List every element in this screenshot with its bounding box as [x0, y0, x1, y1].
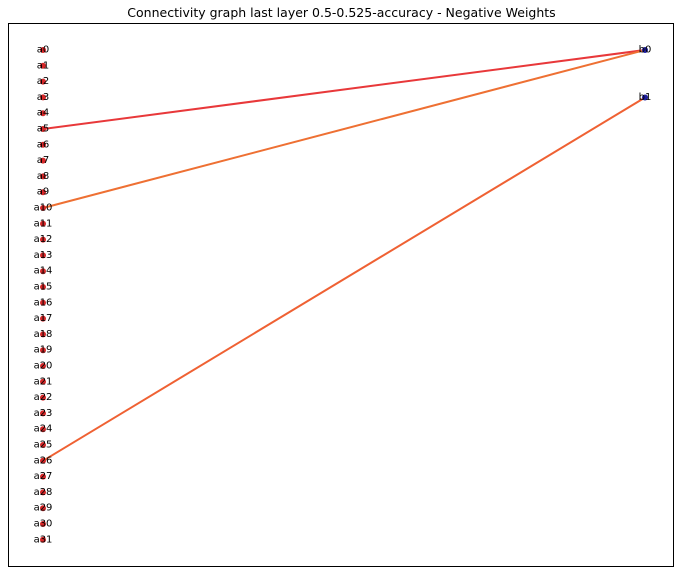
node-a16 [40, 299, 46, 306]
node-a2 [40, 78, 46, 85]
edge-a5-b0 [42, 49, 646, 130]
nodes-layer [40, 47, 648, 543]
plot-frame [8, 23, 674, 567]
node-a24 [40, 426, 46, 433]
node-a31 [40, 536, 46, 543]
node-a14 [40, 268, 46, 275]
node-a22 [40, 394, 46, 401]
node-label-a14: a14 [34, 266, 53, 277]
edges-layer [42, 49, 646, 462]
chart-title: Connectivity graph last layer 0.5-0.525-… [127, 5, 556, 20]
node-a1 [40, 62, 46, 69]
node-b0 [642, 47, 648, 53]
node-label-a7: a7 [37, 155, 50, 166]
node-a21 [40, 378, 46, 385]
node-label-a30: a30 [34, 519, 53, 530]
node-label-a18: a18 [34, 329, 53, 340]
node-a27 [40, 473, 46, 480]
edge-a10-b0 [42, 49, 646, 209]
node-a18 [40, 331, 46, 338]
node-label-a6: a6 [37, 139, 50, 150]
node-a0 [40, 47, 46, 53]
node-label-a16: a16 [34, 297, 53, 308]
node-label-a15: a15 [34, 282, 53, 293]
node-label-a23: a23 [34, 408, 53, 419]
node-label-a1: a1 [37, 60, 50, 71]
labels-layer: a0 a1 a2 a3 a4 a5 a6 a7 a8 a9 a10 a11 a12 a13 a14 a15 a1… [34, 45, 652, 546]
node-label-a21: a21 [34, 376, 53, 387]
node-a13 [40, 252, 46, 259]
node-a10 [40, 205, 46, 211]
node-b1 [642, 94, 648, 101]
node-a26 [40, 457, 46, 464]
node-label-a10: a10 [34, 203, 53, 214]
node-a17 [40, 315, 46, 322]
node-label-a31: a31 [34, 534, 53, 545]
node-a23 [40, 410, 46, 417]
node-label-a8: a8 [37, 171, 50, 182]
node-label-a4: a4 [37, 108, 50, 119]
node-a12 [40, 236, 46, 243]
node-a5 [40, 126, 46, 132]
node-a8 [40, 173, 46, 180]
node-label-a26: a26 [34, 455, 53, 466]
node-a11 [40, 220, 46, 227]
node-label-a19: a19 [34, 345, 53, 356]
node-a20 [40, 363, 46, 369]
node-label-a9: a9 [37, 187, 50, 198]
node-label-a5: a5 [37, 124, 50, 135]
node-a4 [40, 110, 46, 117]
node-a3 [40, 94, 46, 101]
node-label-a25: a25 [34, 440, 53, 451]
node-label-a24: a24 [34, 424, 53, 435]
edge-a26-b1 [42, 96, 646, 462]
node-a7 [40, 157, 46, 164]
node-label-a20: a20 [34, 361, 53, 372]
node-a30 [40, 521, 46, 527]
node-label-a2: a2 [37, 76, 50, 87]
node-label-a0: a0 [37, 45, 50, 56]
node-label-a22: a22 [34, 392, 53, 403]
node-label-a3: a3 [37, 92, 50, 103]
node-label-a29: a29 [34, 503, 53, 514]
node-label-b1: b1 [639, 92, 652, 103]
node-label-a27: a27 [34, 471, 53, 482]
node-label-a13: a13 [34, 250, 53, 261]
node-a29 [40, 505, 46, 512]
node-label-b0: b0 [639, 45, 652, 56]
node-label-a12: a12 [34, 234, 53, 245]
node-a19 [40, 347, 46, 354]
node-a15 [40, 284, 46, 290]
node-a25 [40, 442, 46, 448]
node-a9 [40, 189, 46, 196]
node-a28 [40, 489, 46, 496]
node-label-a28: a28 [34, 487, 53, 498]
node-a6 [40, 141, 46, 148]
node-label-a17: a17 [34, 313, 53, 324]
node-label-a11: a11 [34, 218, 53, 229]
